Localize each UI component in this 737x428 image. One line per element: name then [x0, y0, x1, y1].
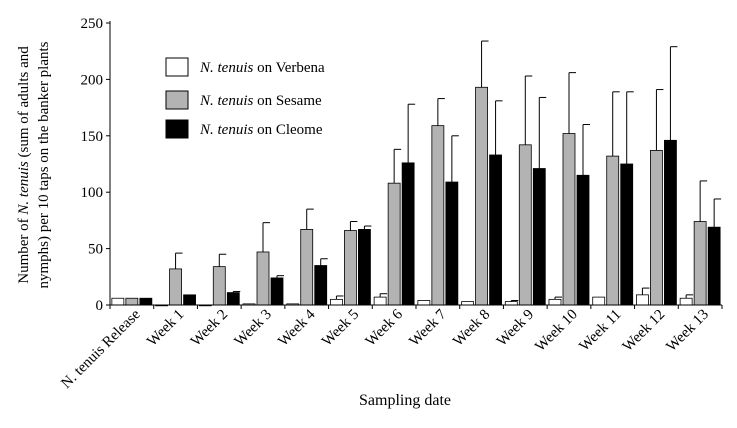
y-axis: 0 50 100 150 200 250 [81, 16, 111, 314]
x-tick-label: Week 13 [664, 307, 712, 355]
bar [548, 298, 562, 306]
bar [445, 181, 459, 306]
bar [636, 294, 649, 306]
bar [212, 266, 226, 306]
bar [358, 229, 371, 306]
bar [417, 300, 431, 306]
x-tick-label: Week 9 [494, 307, 537, 350]
x-tick-label: Week 1 [144, 307, 187, 350]
x-tick-label: Week 11 [576, 307, 624, 355]
bar [183, 294, 196, 306]
bar [679, 297, 693, 306]
bar [504, 301, 518, 306]
y-tick-label: 50 [88, 242, 103, 258]
y-tick-label: 200 [81, 72, 104, 88]
x-tick-label: Week 3 [232, 307, 275, 350]
bar [270, 277, 284, 306]
y-tick-label: 0 [96, 298, 104, 314]
legend-label-italic: N. tenuis [199, 93, 253, 109]
y-axis-label-line: nymphs) per 10 taps on the banker plants [36, 41, 52, 288]
y-label-text: nymphs) per 10 taps on the banker plants [36, 41, 52, 288]
bar [606, 155, 620, 306]
bar [562, 133, 576, 306]
x-tick-label: Week 6 [363, 306, 407, 350]
bar [300, 229, 314, 306]
bar [226, 292, 240, 306]
x-axis-label: Sampling date [359, 392, 451, 409]
legend-label-text: on Cleome [253, 122, 322, 138]
legend-label-italic: N. tenuis [199, 60, 253, 76]
bar [475, 86, 488, 306]
x-tick-label: Week 2 [188, 307, 231, 350]
bar [387, 182, 401, 306]
legend-label: N. tenuis on Cleome [199, 122, 323, 138]
bar [693, 221, 707, 306]
y-label-text: (sum of adults and [16, 46, 32, 161]
bar [518, 144, 532, 306]
bar [461, 301, 474, 306]
bar [592, 296, 606, 306]
bar [401, 162, 415, 306]
bar [650, 150, 663, 306]
y-axis-label: Number of N. tenuis (sum of adults and ny… [16, 41, 52, 288]
legend-label-text: on Sesame [253, 93, 322, 109]
bar [532, 168, 546, 306]
bar [707, 226, 721, 306]
bar [314, 265, 328, 306]
legend-label-text: on Verbena [253, 60, 325, 76]
x-tick-label: Week 8 [450, 307, 493, 350]
bars [111, 40, 722, 307]
y-tick-label: 150 [81, 129, 104, 145]
bar [256, 251, 270, 306]
bar [373, 296, 387, 306]
legend-label: N. tenuis on Verbena [199, 60, 325, 76]
bar [489, 154, 502, 306]
bar [620, 163, 634, 306]
bar [111, 297, 125, 306]
x-tick-label: Week 4 [275, 306, 319, 350]
bar [330, 298, 343, 306]
x-tick-label: N. tenuis Release [58, 306, 143, 391]
y-label-text: Number of [16, 215, 32, 284]
legend-label-italic: N. tenuis [199, 122, 253, 138]
bar [169, 268, 182, 306]
x-tick-label: Week 5 [319, 307, 362, 350]
bar [125, 297, 139, 306]
bar [664, 139, 677, 306]
x-tick-label: Week 12 [620, 307, 668, 355]
x-tick-label: Week 10 [532, 307, 580, 355]
legend-label: N. tenuis on Sesame [199, 93, 322, 109]
legend-swatch [165, 90, 189, 110]
legend-swatch [165, 119, 189, 139]
bar [431, 125, 445, 306]
y-tick-label: 250 [81, 16, 104, 32]
legend-swatch [165, 57, 189, 77]
y-tick-label: 100 [81, 185, 104, 201]
bar [576, 174, 590, 306]
bar [344, 230, 357, 306]
bar [139, 297, 153, 306]
y-label-italic: N. tenuis [16, 161, 32, 215]
y-axis-label-line: Number of N. tenuis (sum of adults and [16, 46, 32, 284]
x-tick-label: Week 7 [407, 306, 451, 350]
x-axis: N. tenuis Release Week 1 Week 2 Week 3 Week … [58, 304, 723, 392]
